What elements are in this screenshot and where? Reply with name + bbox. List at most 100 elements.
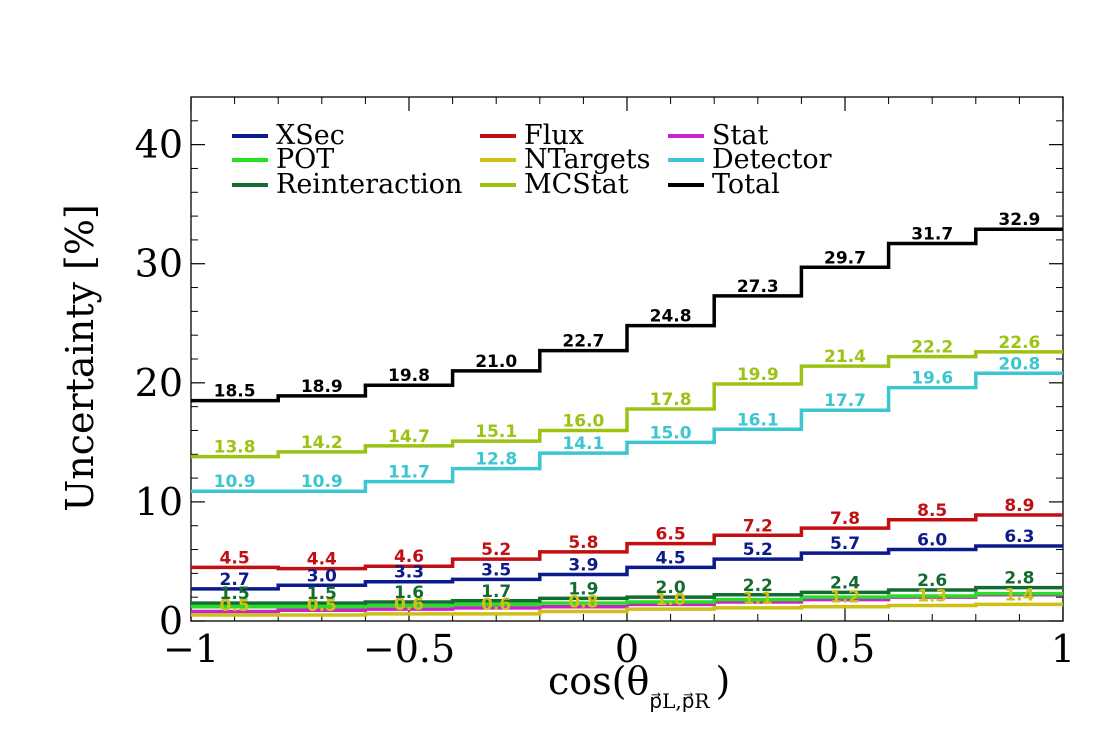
- data-label-total: 21.0: [475, 352, 517, 372]
- legend-label-stat: Stat: [712, 120, 768, 151]
- y-tick-label: 10: [135, 480, 183, 524]
- data-label-xsec: 5.2: [743, 540, 773, 560]
- y-tick-label: 20: [135, 361, 183, 405]
- data-label-mcstat: 17.8: [650, 390, 692, 410]
- data-label-flux: 7.2: [743, 516, 773, 536]
- data-label-detector: 12.8: [475, 450, 517, 470]
- data-label-xsec: 3.9: [568, 556, 598, 576]
- data-label-ntargets: 1.3: [917, 587, 947, 607]
- series-line-ntargets: [191, 602, 1063, 617]
- data-label-total: 18.9: [301, 377, 343, 397]
- data-label-reinteraction: 1.5: [220, 584, 250, 604]
- data-label-xsec: 3.3: [394, 563, 424, 583]
- series-line-total: [191, 227, 1063, 403]
- data-label-total: 31.7: [911, 224, 953, 244]
- series-group: [191, 227, 1063, 617]
- data-label-reinteraction: 1.6: [394, 583, 424, 603]
- data-label-detector: 16.1: [737, 410, 779, 430]
- data-label-reinteraction: 2.8: [1004, 569, 1034, 589]
- data-label-xsec: 5.7: [830, 534, 860, 554]
- data-label-reinteraction: 2.4: [830, 573, 860, 593]
- series-line-mcstat: [191, 350, 1063, 459]
- data-label-detector: 11.7: [388, 463, 430, 483]
- data-label-mcstat: 14.2: [301, 433, 343, 453]
- data-label-total: 32.9: [998, 210, 1040, 230]
- axes: Uncertainty [%] cos(θp⃗L,p⃗R) −1 −0.5 0 0.5…: [58, 123, 1075, 713]
- legend: XSec Flux Stat POT NTargets Detector Reinterac…: [232, 120, 832, 200]
- data-label-flux: 6.5: [656, 525, 686, 545]
- data-label-total: 19.8: [388, 366, 430, 386]
- series-line-xsec: [191, 544, 1063, 591]
- legend-label-total: Total: [712, 169, 780, 200]
- series-line-pot: [191, 591, 1063, 609]
- x-tick-label: 1: [1051, 627, 1075, 671]
- data-label-mcstat: 22.2: [911, 338, 953, 358]
- data-label-detector: 20.8: [998, 354, 1040, 374]
- data-label-reinteraction: 1.7: [481, 582, 511, 602]
- x-axis-title-main: cos(θ: [548, 659, 649, 703]
- data-label-flux: 7.8: [830, 509, 860, 529]
- data-label-ntargets: 0.5: [307, 596, 337, 616]
- data-label-mcstat: 21.4: [824, 347, 866, 367]
- x-tick-label: −0.5: [363, 627, 455, 671]
- data-label-detector: 14.1: [562, 434, 604, 454]
- data-label-detector: 15.0: [650, 423, 692, 443]
- data-label-mcstat: 15.1: [475, 422, 517, 442]
- y-tick-label: 0: [159, 599, 183, 643]
- data-label-flux: 5.2: [481, 540, 511, 560]
- data-label-xsec: 6.0: [917, 531, 947, 551]
- series-line-flux: [191, 513, 1063, 571]
- data-label-ntargets: 0.6: [481, 595, 511, 615]
- data-label-flux: 4.6: [394, 547, 424, 567]
- plot-area: [190, 96, 1064, 622]
- data-label-ntargets: 0.6: [394, 595, 424, 615]
- x-tick-label: 0: [615, 627, 639, 671]
- data-label-reinteraction: 2.6: [917, 571, 947, 591]
- data-label-xsec: 4.5: [656, 548, 686, 568]
- x-axis-title: cos(θp⃗L,p⃗R): [548, 659, 730, 713]
- data-label-mcstat: 22.6: [998, 333, 1040, 353]
- legend-label-ntargets: NTargets: [524, 144, 651, 175]
- data-label-detector: 19.6: [911, 369, 953, 389]
- data-label-xsec: 2.7: [220, 570, 250, 590]
- x-tick-label: 0.5: [815, 627, 875, 671]
- data-label-mcstat: 13.8: [214, 438, 256, 458]
- data-label-reinteraction: 2.2: [743, 576, 773, 596]
- data-label-ntargets: 0.5: [220, 596, 250, 616]
- data-label-ntargets: 1.2: [830, 588, 860, 608]
- legend-label-pot: POT: [276, 144, 334, 175]
- y-tick-label: 30: [135, 242, 183, 286]
- data-label-ntargets: 1.4: [1004, 585, 1034, 605]
- legend-label-flux: Flux: [524, 120, 584, 151]
- data-label-flux: 8.9: [1004, 496, 1034, 516]
- x-axis-title-close: ): [715, 659, 730, 703]
- legend-label-mcstat: MCStat: [524, 169, 629, 200]
- y-axis-title: Uncertainty [%]: [58, 204, 102, 512]
- data-label-xsec: 3.0: [307, 566, 337, 586]
- data-label-ntargets: 1.1: [743, 589, 773, 609]
- legend-label-reinteraction: Reinteraction: [276, 169, 462, 200]
- data-label-flux: 4.5: [220, 548, 250, 568]
- data-label-ntargets: 1.0: [656, 590, 686, 610]
- data-label-total: 22.7: [562, 332, 604, 352]
- data-label-mcstat: 19.9: [737, 365, 779, 385]
- data-label-detector: 10.9: [301, 472, 343, 492]
- x-axis-title-subscript: p⃗L,p⃗R: [649, 689, 710, 713]
- data-label-group: 2.7 3.0 3.3 3.5 3.9 4.5 5.2 5.7 6.0 6.3 4.5 4.4 4.6 5…: [214, 210, 1041, 616]
- data-label-detector: 10.9: [214, 472, 256, 492]
- data-label-total: 27.3: [737, 277, 779, 297]
- data-label-total: 18.5: [214, 382, 256, 402]
- data-label-reinteraction: 2.0: [656, 578, 686, 598]
- data-label-mcstat: 14.7: [388, 427, 430, 447]
- data-label-reinteraction: 1.9: [568, 579, 598, 599]
- data-label-flux: 8.5: [917, 501, 947, 521]
- data-label-detector: 17.7: [824, 391, 866, 411]
- data-label-total: 24.8: [650, 307, 692, 327]
- y-tick-label: 40: [135, 123, 183, 167]
- series-line-detector: [191, 371, 1063, 493]
- legend-label-xsec: XSec: [276, 120, 345, 151]
- data-label-flux: 4.4: [307, 550, 337, 570]
- series-line-reinteraction: [191, 585, 1063, 605]
- data-label-xsec: 3.5: [481, 560, 511, 580]
